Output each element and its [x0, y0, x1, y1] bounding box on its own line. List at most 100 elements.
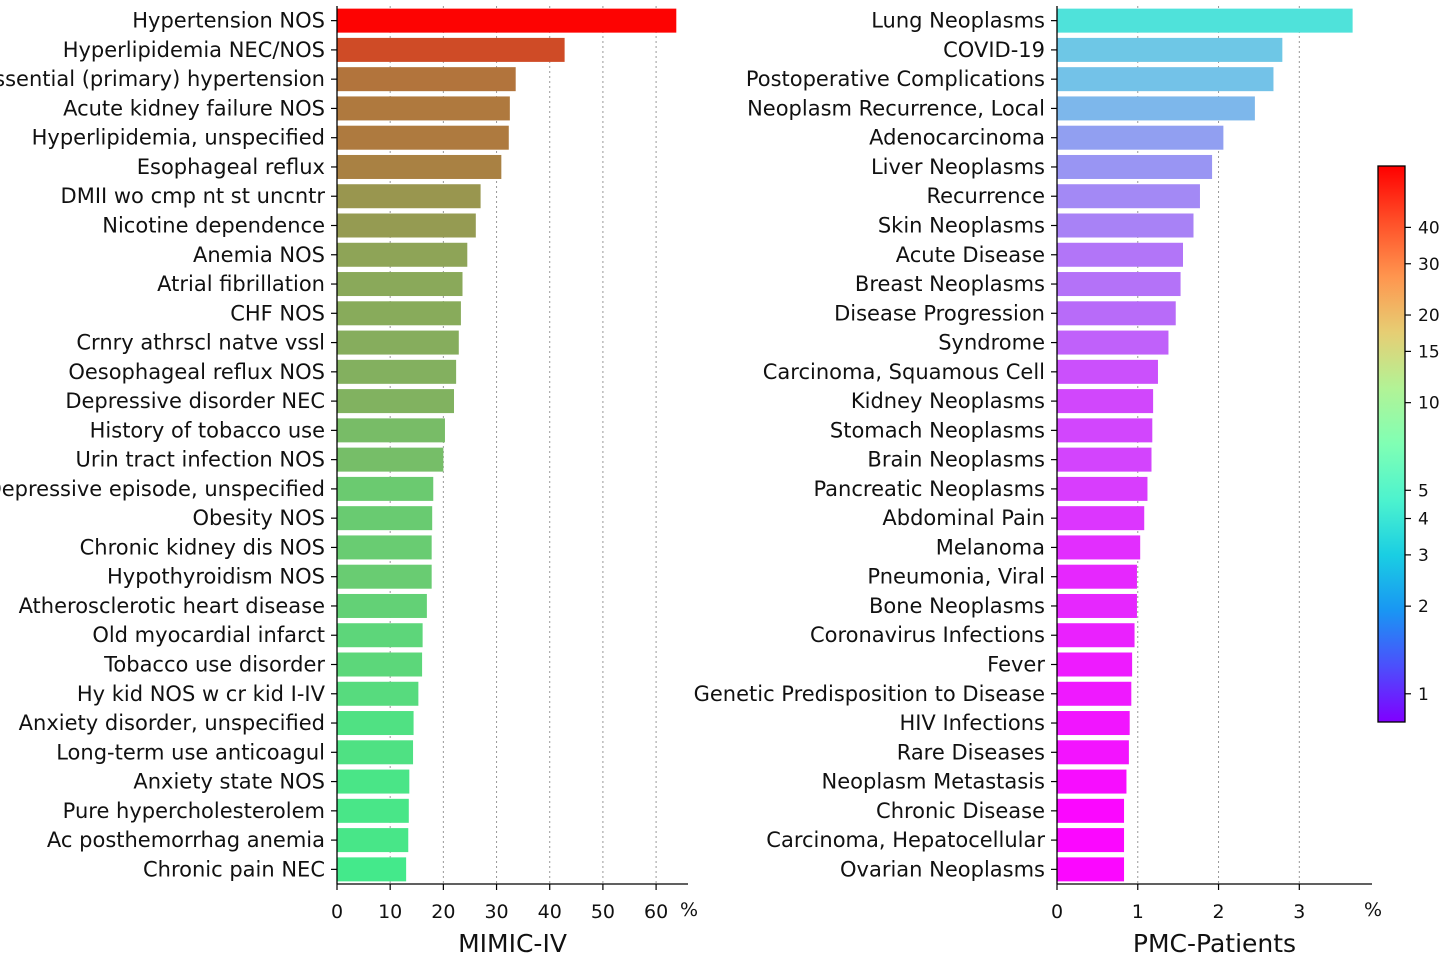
mimic-bar — [337, 8, 677, 33]
colorbar-tick-label: 40 — [1418, 218, 1440, 238]
mimic-bar — [337, 564, 432, 589]
pmc-category-label: Pancreatic Neoplasms — [813, 477, 1045, 501]
mimic-category-label: Long-term use anticoagul — [56, 740, 325, 764]
mimic-bar — [337, 213, 476, 238]
pmc-bar — [1057, 184, 1200, 209]
mimic-xtick-label: 0 — [331, 901, 343, 923]
mimic-category-label: Urin tract infection NOS — [76, 448, 326, 472]
pmc-category-label: Chronic Disease — [876, 799, 1045, 823]
mimic-bar — [337, 301, 461, 326]
pmc-bar — [1057, 8, 1353, 33]
mimic-category-label: Hyperlipidemia, unspecified — [32, 126, 325, 150]
mimic-category-label: DMII wo cmp nt st uncntr — [61, 184, 326, 208]
pmc-category-label: Recurrence — [926, 184, 1045, 208]
pmc-bar — [1057, 213, 1194, 238]
colorbar-tick-label: 3 — [1418, 546, 1429, 566]
pmc-bar — [1057, 447, 1152, 472]
pmc-category-label: Disease Progression — [834, 301, 1045, 325]
mimic-bar — [337, 389, 454, 414]
pmc-bar — [1057, 37, 1283, 62]
pmc-bar — [1057, 67, 1274, 92]
colorbar-tick-label: 5 — [1418, 481, 1429, 501]
mimic-panel: Hypertension NOS Hyperlipidemia NEC/NOS Es… — [0, 6, 698, 954]
pmc-bar — [1057, 359, 1158, 384]
mimic-category-label: Atrial fibrillation — [157, 272, 325, 296]
pmc-category-label: COVID-19 — [943, 38, 1045, 62]
mimic-xtick-label: 60 — [644, 901, 668, 923]
pmc-bar — [1057, 476, 1148, 501]
colorbar-tick-label: 1 — [1418, 685, 1429, 705]
pmc-category-label: Liver Neoplasms — [871, 155, 1045, 179]
pmc-category-label: Kidney Neoplasms — [851, 389, 1045, 413]
mimic-bar — [337, 476, 434, 501]
pmc-category-label: Postoperative Complications — [746, 67, 1045, 91]
pmc-category-label: Brain Neoplasms — [867, 448, 1045, 472]
pmc-bar — [1057, 301, 1176, 326]
pmc-category-label: Acute Disease — [896, 243, 1045, 267]
pmc-bar — [1057, 506, 1145, 531]
mimic-category-label: Acute kidney failure NOS — [63, 96, 325, 120]
pmc-category-label: Lung Neoplasms — [871, 9, 1045, 33]
pmc-bar — [1057, 125, 1224, 150]
mimic-bar — [337, 359, 457, 384]
pmc-bar — [1057, 857, 1125, 882]
mimic-category-label: Crnry athrscl natve vssl — [76, 331, 325, 355]
colorbar-tick-label: 4 — [1418, 510, 1429, 530]
mimic-bar — [337, 125, 509, 150]
mimic-category-label: Essential (primary) hypertension — [0, 67, 325, 91]
pmc-category-label: Syndrome — [938, 331, 1045, 355]
pmc-xtick-label: 1 — [1132, 901, 1144, 923]
mimic-bar — [337, 711, 414, 736]
mimic-bar — [337, 652, 423, 677]
mimic-bar — [337, 67, 516, 92]
colorbar-gradient — [1377, 165, 1406, 723]
mimic-category-label: Hypertension NOS — [132, 9, 325, 33]
pmc-category-label: Pneumonia, Viral — [867, 565, 1045, 589]
mimic-category-label: Esophageal reflux — [137, 155, 325, 179]
pmc-bar — [1057, 828, 1125, 853]
mimic-category-label: Nicotine dependence — [102, 214, 325, 238]
pmc-bar — [1057, 769, 1127, 794]
pmc-category-label: Melanoma — [936, 535, 1045, 559]
pmc-bar — [1057, 623, 1135, 648]
mimic-category-label: Hy kid NOS w cr kid I-IV — [77, 682, 326, 706]
mimic-xtick-label: 50 — [591, 901, 615, 923]
colorbar-tick-label: 30 — [1418, 255, 1440, 275]
pmc-xtick-label: 2 — [1212, 901, 1224, 923]
mimic-bar — [337, 769, 410, 794]
mimic-category-label: Chronic kidney dis NOS — [80, 535, 325, 559]
mimic-category-label: Anemia NOS — [193, 243, 325, 267]
pmc-category-label: Carcinoma, Squamous Cell — [763, 360, 1045, 384]
mimic-bar — [337, 330, 459, 355]
mimic-category-label: Anxiety disorder, unspecified — [19, 711, 325, 735]
mimic-axis-title: MIMIC-IV — [458, 929, 567, 954]
mimic-bar — [337, 798, 409, 823]
mimic-bar — [337, 37, 565, 62]
colorbar: 1 2 3 4 5 10 15 20 30 40 — [1377, 165, 1440, 723]
colorbar-tick-label: 15 — [1418, 342, 1440, 362]
mimic-xtick-label: 40 — [538, 901, 562, 923]
pmc-bar — [1057, 96, 1255, 121]
mimic-bar — [337, 857, 407, 882]
pmc-bar — [1057, 681, 1132, 706]
pmc-bar — [1057, 711, 1130, 736]
pmc-unit-label: % — [1364, 899, 1382, 921]
pmc-bar — [1057, 330, 1169, 355]
mimic-category-label: Hyperlipidemia NEC/NOS — [63, 38, 325, 62]
pmc-bar — [1057, 593, 1137, 618]
colorbar-tick-label: 10 — [1418, 394, 1440, 414]
mimic-bar — [337, 447, 444, 472]
pmc-category-label: HIV Infections — [899, 711, 1045, 735]
colorbar-tick-label: 20 — [1418, 306, 1440, 326]
pmc-category-label: Skin Neoplasms — [878, 214, 1045, 238]
pmc-axis-title: PMC-Patients — [1133, 929, 1296, 954]
mimic-xtick-label: 10 — [378, 901, 402, 923]
mimic-category-label: Anxiety state NOS — [133, 770, 325, 794]
pmc-bar — [1057, 154, 1213, 179]
pmc-category-label: Adenocarcinoma — [869, 126, 1045, 150]
mimic-xtick-label: 30 — [484, 901, 508, 923]
mimic-unit-label: % — [680, 899, 698, 921]
pmc-category-label: Breast Neoplasms — [855, 272, 1045, 296]
pmc-bar — [1057, 535, 1141, 560]
mimic-category-label: Tobacco use disorder — [103, 653, 325, 677]
